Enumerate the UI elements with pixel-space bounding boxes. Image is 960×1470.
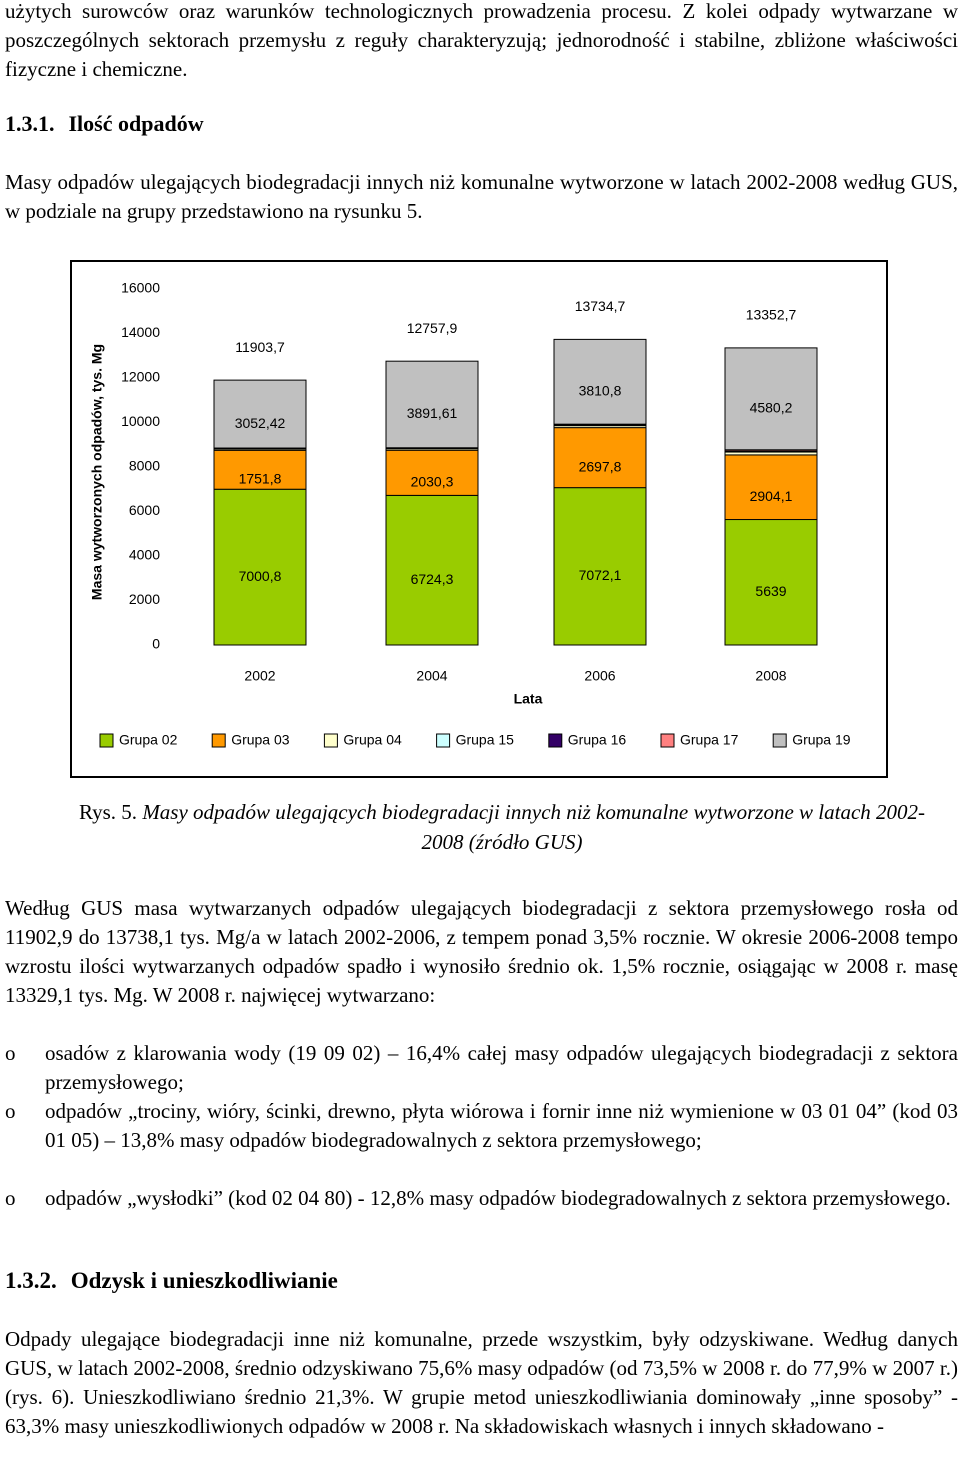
caption-label: Rys. 5.: [78, 800, 138, 824]
legend-swatch: [436, 733, 451, 748]
x-tick-label: 2002: [244, 668, 275, 684]
bar-segment: [385, 449, 479, 496]
paragraph: użytych surowców oraz warunków technolog…: [5, 0, 958, 81]
y-axis-label: Masa wytworzonych odpadów, tys. Mg: [89, 344, 105, 600]
paragraph: Masy odpadów ulegających biodegradacji i…: [5, 170, 958, 223]
legend-swatch: [772, 733, 787, 748]
y-tick-label: 10000: [121, 413, 160, 429]
total-label: 12757,9: [407, 320, 458, 336]
data-label: 7000,8: [239, 568, 282, 584]
x-tick-label: 2004: [416, 668, 447, 684]
x-tick-label: 2008: [755, 668, 786, 684]
legend-label: Grupa 15: [456, 732, 515, 748]
y-tick-label: 14000: [121, 324, 160, 340]
legend-swatch: [660, 733, 675, 748]
total-label: 13734,7: [575, 298, 626, 314]
bar-segment: [213, 488, 307, 646]
caption-text: Masy odpadów ulegających biodegradacji i…: [142, 800, 926, 854]
legend-label: Grupa 17: [680, 732, 739, 748]
total-label: 11903,7: [235, 339, 285, 355]
bar-segment: [724, 347, 818, 451]
heading: 1.3.1. Ilość odpadów: [5, 111, 204, 137]
legend-label: Grupa 02: [119, 732, 178, 748]
heading: 1.3.2. Odzysk i unieszkodliwianie: [5, 1268, 338, 1294]
heading-title: Odzysk i unieszkodliwianie: [70, 1268, 338, 1293]
list-text: odpadów „trociny, wióry, ścinki, drewno,…: [45, 1099, 958, 1152]
y-tick-label: 16000: [121, 280, 160, 296]
legend-label: Grupa 03: [231, 732, 290, 748]
data-label: 3052,42: [235, 415, 286, 431]
bar-segment: [553, 487, 647, 646]
list-item: o osadów z klarowania wody (19 09 02) – 1…: [5, 1039, 958, 1097]
legend-label: Grupa 19: [792, 732, 851, 748]
y-tick-label: 6000: [129, 502, 160, 518]
legend-label: Grupa 16: [568, 732, 627, 748]
heading-number: 1.3.1.: [5, 111, 55, 136]
x-tick-label: 2006: [584, 668, 615, 684]
list-marker: o: [5, 1041, 16, 1065]
bar-segment: [213, 379, 307, 449]
data-label: 2030,3: [411, 474, 454, 490]
data-label: 4580,2: [750, 400, 793, 416]
legend-label: Grupa 04: [343, 732, 402, 748]
legend-swatch: [323, 733, 338, 748]
chart: Masa wytworzonych odpadów, tys. Mg Lata …: [70, 260, 888, 778]
bar-segment: [385, 494, 479, 646]
legend-swatch: [548, 733, 563, 748]
y-tick-label: 8000: [129, 458, 160, 474]
bar-segment: [553, 338, 647, 425]
list-text: osadów z klarowania wody (19 09 02) – 16…: [45, 1041, 958, 1094]
y-tick-label: 4000: [129, 547, 160, 563]
list-item: o odpadów „trociny, wióry, ścinki, drewno…: [5, 1097, 958, 1155]
bar-segment: [724, 454, 818, 521]
data-label: 2697,8: [579, 458, 622, 474]
data-label: 1751,8: [239, 470, 282, 486]
data-label: 3810,8: [579, 382, 622, 398]
heading-number: 1.3.2.: [5, 1268, 57, 1293]
list-marker: o: [5, 1099, 16, 1123]
paragraph: Według GUS masa wytwarzanych odpadów ule…: [5, 896, 958, 1007]
data-label: 5639: [755, 583, 786, 599]
data-label: 7072,1: [579, 567, 622, 583]
bar-segment: [724, 519, 818, 646]
data-label: 2904,1: [750, 488, 793, 504]
y-tick-label: 2000: [129, 591, 160, 607]
y-tick-label: 12000: [121, 369, 160, 385]
data-label: 3891,61: [407, 405, 458, 421]
legend-swatch: [211, 733, 226, 748]
list-item: o odpadów „wysłodki” (kod 02 04 80) - 12,…: [5, 1184, 958, 1213]
x-axis-label: Lata: [514, 691, 543, 707]
list-marker: o: [5, 1186, 16, 1210]
total-label: 13352,7: [746, 307, 797, 323]
bar-segment: [385, 360, 479, 449]
legend-swatch: [99, 733, 114, 748]
bar-segment: [553, 427, 647, 489]
y-tick-label: 0: [152, 636, 160, 652]
paragraph: Odpady ulegające biodegradacji inne niż …: [5, 1327, 958, 1438]
heading-title: Ilość odpadów: [68, 111, 204, 136]
data-label: 6724,3: [411, 571, 454, 587]
caption: Rys. 5. Masy odpadów ulegających biodegr…: [62, 797, 942, 857]
list-text: odpadów „wysłodki” (kod 02 04 80) - 12,8…: [45, 1186, 951, 1210]
